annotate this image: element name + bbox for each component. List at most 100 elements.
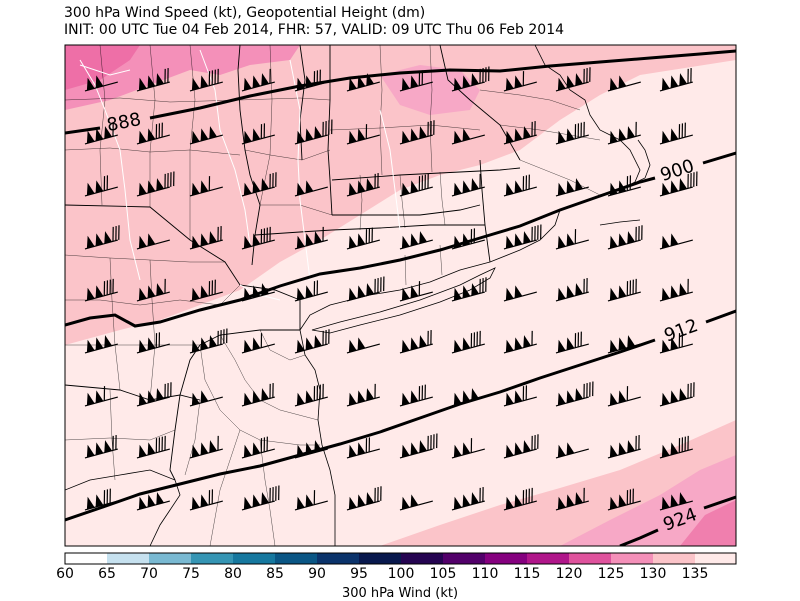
wind-barb <box>136 171 175 197</box>
contour-924-a <box>619 528 659 546</box>
wind-barb <box>607 175 641 197</box>
wind-barb <box>399 70 433 92</box>
wind-fill-115-120-south <box>560 455 736 546</box>
wind-barb <box>294 180 328 197</box>
wind-barb <box>84 386 118 407</box>
colorbar-swatch <box>359 553 401 564</box>
colorbar-swatch <box>233 553 275 564</box>
wind-barb <box>659 122 693 145</box>
wind-barb <box>503 330 537 354</box>
colorbar-tick-label: 120 <box>555 566 583 582</box>
wind-barb <box>607 435 641 459</box>
colorbar-tick-label: 130 <box>639 566 667 582</box>
wind-barb <box>399 494 433 511</box>
wind-barb <box>555 229 589 250</box>
long-island <box>311 267 496 334</box>
colorbar <box>64 552 737 565</box>
wind-barb <box>294 440 328 459</box>
wind-barbs <box>84 66 698 511</box>
wind-barb <box>294 69 328 92</box>
wind-barb <box>346 73 380 92</box>
colorbar-tick-label: 115 <box>513 566 541 582</box>
wind-barb <box>451 487 485 511</box>
wind-barb <box>84 175 118 197</box>
wind-barb <box>555 331 589 354</box>
wind-barb <box>399 173 433 197</box>
colorbar-swatch <box>443 553 485 564</box>
chart-title: 300 hPa Wind Speed (kt), Geopotential He… <box>64 5 426 21</box>
colorbar-tick-label: 110 <box>471 566 499 582</box>
wind-barb <box>136 278 170 302</box>
wind-barb <box>451 277 487 302</box>
wind-barb <box>346 337 380 354</box>
wind-barb <box>189 435 223 459</box>
wind-barb <box>503 385 537 407</box>
wind-barb <box>136 122 170 145</box>
wind-barb <box>399 330 433 354</box>
colorbar-tick-label: 90 <box>308 566 326 582</box>
height-contours <box>65 49 736 546</box>
wind-barb <box>399 433 438 459</box>
wind-barb <box>607 386 641 407</box>
wind-barb <box>607 278 641 302</box>
contour-912-a <box>65 338 656 522</box>
colorbar-tick-label: 70 <box>140 566 158 582</box>
wind-barb <box>346 124 380 145</box>
wind-barb <box>294 119 333 145</box>
wind-barb <box>241 172 277 197</box>
colorbar-swatch <box>317 553 359 564</box>
wind-barb <box>241 283 275 302</box>
wind-barb <box>136 435 170 459</box>
colorbar-swatch <box>527 553 569 564</box>
wind-barb <box>659 332 693 354</box>
wind-barb <box>294 226 328 250</box>
wind-barb <box>555 178 589 197</box>
wind-barb <box>294 280 328 302</box>
wind-barb <box>241 485 280 511</box>
colorbar-tick-label: 85 <box>266 566 284 582</box>
contour-900-b <box>702 151 736 165</box>
wind-barb <box>607 225 643 250</box>
colorbar-tick-label: 65 <box>98 566 116 582</box>
wind-barb <box>84 435 118 459</box>
wind-barb <box>241 333 275 354</box>
wind-barb <box>346 437 380 459</box>
chart-subtitle: INIT: 00 UTC Tue 04 Feb 2014, FHR: 57, V… <box>64 22 565 38</box>
colorbar-tick-label: 75 <box>182 566 200 582</box>
wind-barb <box>451 438 485 459</box>
wind-barb <box>659 382 695 407</box>
wind-barb <box>503 285 537 302</box>
wind-fill-110-115 <box>65 45 140 90</box>
wind-barb <box>241 123 275 145</box>
wind-barb <box>503 71 537 92</box>
wind-barb <box>346 486 382 511</box>
colorbar-swatch <box>149 553 191 564</box>
colorbar-swatch <box>191 553 233 564</box>
wind-barb <box>241 383 275 407</box>
wind-barb <box>451 388 485 407</box>
wind-barb <box>189 328 228 354</box>
wind-barb <box>503 434 539 459</box>
colorbar-tick-label: 95 <box>350 566 368 582</box>
colorbar-swatch <box>107 553 149 564</box>
wind-barb <box>399 281 433 302</box>
wind-barb <box>555 278 589 302</box>
wind-barb <box>503 224 542 250</box>
wind-fill-120-125 <box>65 45 736 345</box>
map-frame <box>64 44 737 547</box>
wind-barb <box>189 489 223 511</box>
wind-barb <box>346 173 380 197</box>
wind-barb <box>136 492 170 511</box>
wind-barb <box>241 436 275 459</box>
wind-barb <box>189 390 223 407</box>
wind-barb <box>451 128 485 145</box>
wind-barb <box>136 332 170 354</box>
colorbar-tick-label: 125 <box>597 566 625 582</box>
wind-barb <box>189 279 223 302</box>
wind-barb <box>84 278 118 302</box>
colorbar-title: 300 hPa Wind (kt) <box>341 586 459 601</box>
wind-barb <box>346 227 380 250</box>
wind-barb <box>346 383 380 407</box>
wind-barb <box>451 330 485 354</box>
